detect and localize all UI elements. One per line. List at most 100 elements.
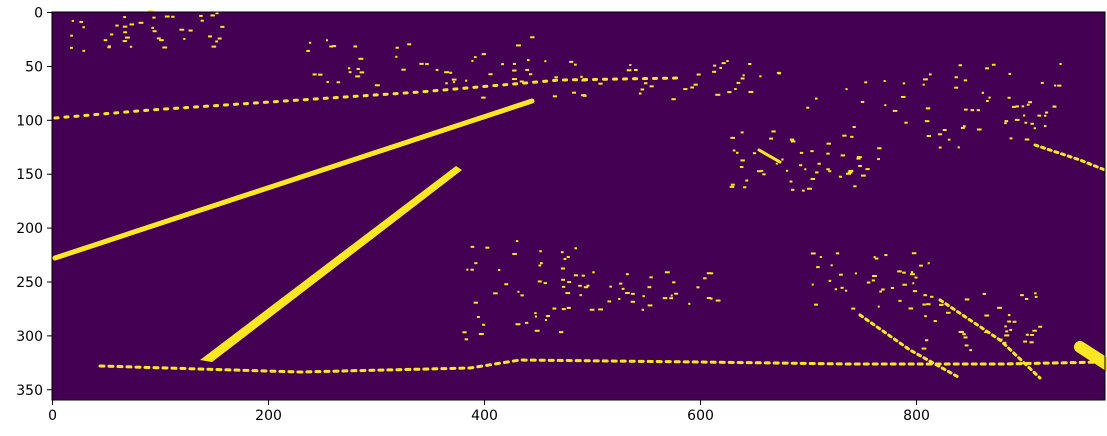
noise-pixel — [707, 272, 711, 274]
noise-pixel — [1054, 85, 1056, 87]
noise-pixel — [1025, 138, 1030, 140]
noise-pixel — [902, 284, 906, 286]
noise-pixel — [582, 275, 585, 277]
noise-pixel — [618, 298, 620, 300]
noise-pixel — [574, 247, 577, 249]
noise-pixel — [881, 288, 885, 290]
noise-pixel — [771, 130, 775, 132]
noise-pixel — [977, 109, 980, 111]
noise-pixel — [545, 319, 547, 321]
noise-pixel — [407, 43, 411, 45]
noise-pixel — [520, 294, 523, 296]
noise-pixel — [850, 136, 853, 138]
noise-pixel — [583, 95, 587, 97]
noise-pixel — [812, 252, 816, 254]
noise-pixel — [598, 308, 603, 310]
noise-pixel — [791, 189, 794, 191]
noise-pixel — [1034, 292, 1036, 294]
noise-pixel — [800, 152, 803, 154]
noise-pixel — [525, 322, 528, 324]
noise-pixel — [562, 286, 565, 288]
noise-pixel — [348, 67, 350, 69]
noise-pixel — [1020, 294, 1024, 296]
noise-pixel — [462, 331, 466, 333]
noise-pixel — [748, 91, 753, 93]
noise-pixel — [731, 184, 735, 186]
noise-pixel — [964, 109, 968, 111]
noise-pixel — [939, 147, 942, 149]
noise-pixel — [1007, 321, 1011, 323]
noise-pixel — [401, 69, 405, 71]
noise-pixel — [504, 283, 508, 285]
noise-pixel — [748, 63, 751, 65]
noise-pixel — [815, 171, 818, 173]
noise-pixel — [567, 307, 571, 309]
noise-pixel — [939, 304, 944, 306]
noise-pixel — [829, 280, 832, 282]
noise-pixel — [360, 71, 365, 73]
noise-pixel — [927, 135, 931, 137]
noise-pixel — [581, 79, 586, 81]
noise-pixel — [619, 283, 622, 285]
noise-pixel — [802, 190, 805, 192]
noise-pixel — [326, 81, 328, 83]
noise-pixel — [908, 307, 913, 309]
noise-pixel — [923, 78, 928, 80]
noise-pixel — [903, 82, 905, 84]
noise-pixel — [70, 47, 73, 49]
noise-pixel — [911, 271, 913, 273]
noise-pixel — [552, 308, 556, 310]
noise-pixel — [853, 126, 856, 128]
noise-pixel — [926, 107, 930, 109]
noise-pixel — [841, 154, 845, 156]
noise-pixel — [696, 286, 699, 288]
noise-pixel — [516, 240, 518, 242]
noise-pixel — [694, 84, 698, 86]
noise-pixel — [574, 274, 578, 276]
noise-pixel — [375, 84, 380, 86]
noise-pixel — [485, 247, 489, 249]
noise-pixel — [897, 270, 902, 272]
noise-pixel — [481, 97, 485, 99]
noise-pixel — [498, 269, 500, 271]
noise-pixel — [959, 331, 964, 333]
noise-pixel — [220, 26, 224, 28]
noise-pixel — [743, 186, 746, 188]
noise-pixel — [831, 264, 833, 266]
x-tick-label: 200 — [255, 408, 282, 424]
noise-pixel — [965, 298, 970, 300]
noise-pixel — [590, 309, 595, 311]
noise-pixel — [1044, 125, 1047, 127]
noise-pixel — [962, 333, 965, 335]
noise-pixel — [534, 312, 536, 314]
noise-pixel — [1005, 120, 1009, 122]
noise-pixel — [719, 67, 722, 69]
noise-pixel — [641, 88, 645, 90]
noise-pixel — [123, 26, 127, 28]
x-tick-label: 600 — [687, 408, 714, 424]
noise-pixel — [879, 291, 882, 293]
noise-pixel — [712, 71, 716, 73]
noise-pixel — [82, 26, 84, 28]
noise-pixel — [982, 92, 984, 94]
noise-pixel — [471, 60, 473, 62]
noise-pixel — [913, 290, 917, 292]
noise-pixel — [349, 71, 352, 73]
noise-pixel — [358, 58, 363, 60]
noise-pixel — [710, 272, 713, 274]
noise-pixel — [1016, 105, 1019, 107]
y-tick-label: 50 — [25, 59, 43, 75]
noise-pixel — [928, 262, 930, 264]
noise-pixel — [902, 272, 906, 274]
noise-pixel — [567, 256, 570, 258]
noise-pixel — [875, 258, 879, 260]
noise-pixel — [807, 188, 812, 190]
noise-pixel — [215, 40, 218, 42]
noise-pixel — [857, 156, 862, 158]
noise-pixel — [485, 85, 487, 87]
noise-pixel — [444, 71, 449, 73]
noise-pixel — [893, 110, 898, 112]
x-tick-label: 800 — [903, 408, 930, 424]
noise-pixel — [329, 46, 333, 48]
noise-pixel — [82, 50, 85, 52]
